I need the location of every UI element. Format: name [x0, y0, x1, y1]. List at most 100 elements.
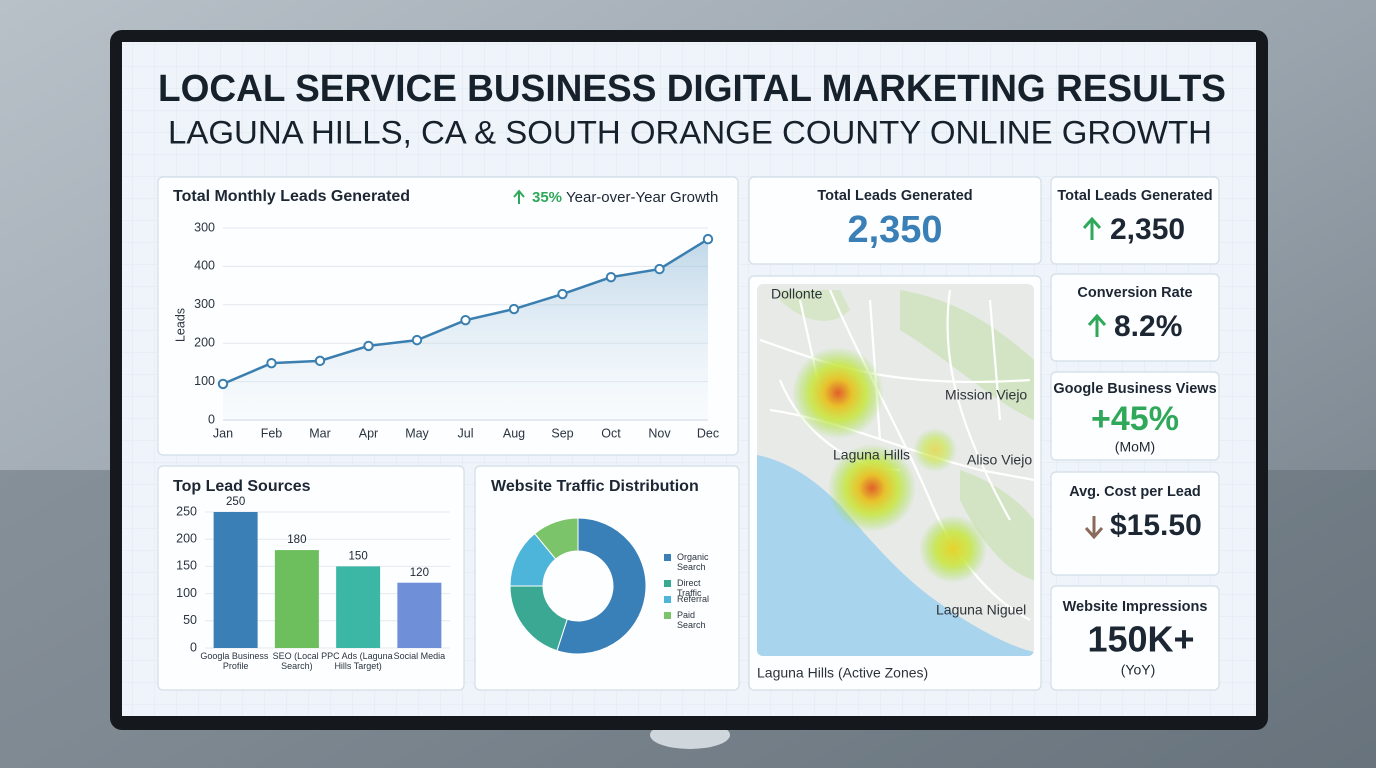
legend-swatch [664, 580, 671, 587]
legend-label: Direct Traffic [677, 578, 703, 598]
map-park [900, 290, 1034, 420]
growth-label: Year-over-Year Growth [566, 189, 718, 206]
donut-slice [533, 517, 579, 560]
map-place: Laguna Niguel [936, 602, 1026, 618]
map-place: Aliso Viejo [967, 452, 1032, 468]
bar [397, 582, 442, 648]
heat-zone [913, 428, 957, 472]
x-tick-label: Sep [551, 426, 573, 440]
up-arrow-icon [1087, 313, 1107, 337]
data-label: 150 [349, 550, 368, 562]
map [757, 284, 1034, 656]
summary-value: 2,350 [847, 209, 942, 251]
x-tick-label: Jul [458, 426, 474, 440]
x-tick-label: Jan [213, 426, 233, 440]
chart-title: Top Lead Sources [173, 478, 311, 495]
line-point [314, 355, 326, 367]
x-tick-label: PPC Ads (Laguna Hills Target) [321, 651, 395, 671]
kpi-value: 2,350 [1110, 213, 1185, 246]
kpi-card [1050, 273, 1220, 362]
data-label: 250 [226, 496, 245, 508]
line-point [411, 334, 423, 346]
x-tick-label: Social Media [394, 651, 446, 661]
data-label: 120 [410, 567, 429, 579]
line-point [460, 314, 471, 326]
kpi-label: Conversion Rate [1077, 285, 1192, 301]
kpi-card [1050, 585, 1220, 691]
y-tick-label: 0 [190, 640, 197, 654]
y-tick-label: 200 [176, 531, 197, 545]
kpi-card [1050, 371, 1220, 461]
line-point [266, 357, 277, 369]
legend-label: Organic Search [677, 552, 711, 572]
y-tick-label: 300 [194, 220, 215, 234]
x-tick-label: Aug [503, 426, 525, 440]
dashboard-subtitle: LAGUNA HILLS, CA & SOUTH ORANGE COUNTY O… [168, 114, 1212, 150]
heat-zone [828, 444, 916, 532]
legend-label: Referral [677, 594, 709, 604]
up-arrow-icon [1082, 216, 1102, 240]
x-tick-label: Apr [359, 426, 378, 440]
line-point [702, 233, 714, 245]
y-tick-label: 200 [194, 335, 215, 349]
y-axis-label: Leads [173, 308, 187, 342]
y-tick-label: 100 [176, 586, 197, 600]
line-point [654, 263, 665, 275]
chart-title: Total Monthly Leads Generated [173, 188, 410, 205]
heat-zone [919, 515, 987, 583]
x-tick-label: SEO (Local Search) [273, 651, 322, 671]
map-caption: Laguna Hills (Active Zones) [757, 665, 928, 681]
y-tick-label: 150 [176, 559, 197, 573]
bar [336, 566, 381, 648]
growth-value: 35% [532, 189, 562, 206]
kpi-value: 8.2% [1114, 310, 1182, 343]
legend-label: Paid Search [677, 610, 706, 630]
kpi-value: +45% [1091, 400, 1179, 438]
bar [213, 512, 258, 648]
line-point [508, 303, 520, 315]
data-label: 180 [287, 534, 306, 546]
dashboard-title: LOCAL SERVICE BUSINESS DIGITAL MARKETING… [158, 68, 1226, 110]
heat-zone [792, 347, 884, 439]
x-tick-label: Nov [648, 426, 671, 440]
y-tick-label: 300 [194, 297, 215, 311]
kpi-label: Avg. Cost per Lead [1069, 484, 1201, 500]
y-tick-label: 250 [176, 504, 197, 518]
x-tick-label: Dec [697, 426, 719, 440]
legend-swatch [664, 596, 671, 603]
kpi-value: $15.50 [1110, 509, 1202, 542]
line-point [363, 340, 374, 352]
legend-swatch [664, 612, 671, 619]
kpi-note: (MoM) [1115, 439, 1155, 455]
summary-card [748, 176, 1042, 265]
line-area [223, 239, 708, 420]
map-park [960, 470, 1034, 580]
line-point [217, 378, 229, 390]
line-point [605, 271, 617, 283]
x-tick-label: May [405, 426, 429, 440]
donut-slice [556, 517, 647, 655]
map-water [757, 455, 1034, 656]
line-point [557, 288, 568, 300]
x-tick-label: Mar [309, 426, 331, 440]
kpi-label: Website Impressions [1063, 599, 1208, 615]
kpi-label: Total Leads Generated [1057, 188, 1212, 204]
map-place: Laguna Hills [833, 447, 910, 463]
kpi-note: (YoY) [1121, 662, 1156, 678]
map-place: Mission Viejo [945, 387, 1027, 403]
chart-title: Website Traffic Distribution [491, 478, 699, 495]
y-tick-label: 400 [194, 259, 215, 273]
kpi-value: 150K+ [1087, 619, 1194, 660]
kpi-card [1050, 471, 1220, 576]
y-tick-label: 100 [194, 374, 215, 388]
kpi-card [1050, 176, 1220, 265]
legend-swatch [664, 554, 671, 561]
up-arrow-icon [513, 189, 525, 204]
x-tick-label: Oct [601, 426, 621, 440]
y-tick-label: 0 [208, 412, 215, 426]
down-arrow-icon [1084, 516, 1104, 540]
kpi-label: Google Business Views [1053, 381, 1216, 397]
x-tick-label: Googla Business Profile [200, 651, 271, 671]
summary-label: Total Leads Generated [817, 188, 972, 204]
